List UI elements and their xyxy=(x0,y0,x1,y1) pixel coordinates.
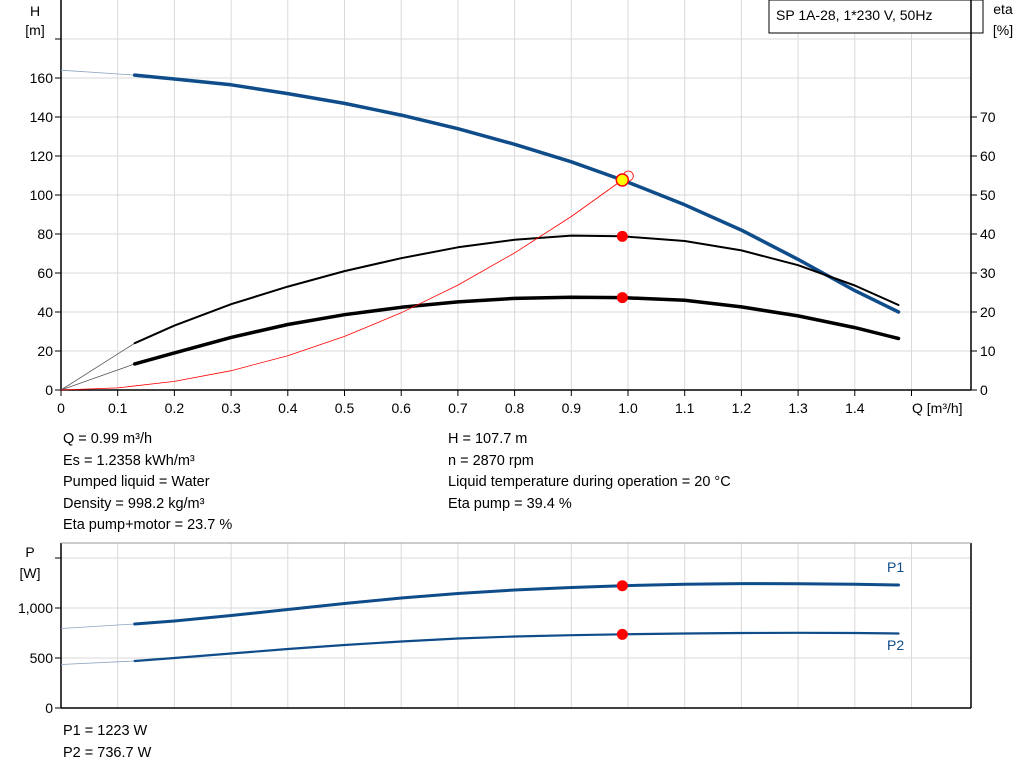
bottom-grid xyxy=(61,543,971,708)
bottom-axes: 0 500 1,000 xyxy=(18,542,972,716)
readout-liquid: Pumped liquid = Water xyxy=(63,474,210,490)
y-tick-label: 100 xyxy=(30,187,54,203)
y-tick-label: 120 xyxy=(30,148,54,164)
x-tick-label: 0.6 xyxy=(391,400,411,416)
y-axis-unit-p: [W] xyxy=(20,565,41,581)
top-grid xyxy=(61,0,971,390)
readout-es: Es = 1.2358 kWh/m³ xyxy=(63,452,195,469)
P1-extrapolated-line xyxy=(60,623,135,629)
p1-marker xyxy=(616,580,628,592)
system_curve-line xyxy=(60,179,623,391)
y-axis-label-h: H xyxy=(30,3,40,19)
y2-tick-label: 10 xyxy=(980,343,996,359)
x-tick-label: 0.8 xyxy=(505,400,525,416)
x-tick-label: 0.2 xyxy=(165,400,185,416)
power-readout: P1 = 1223 W P2 = 736.7 W xyxy=(63,721,151,764)
chart-title: SP 1A-28, 1*230 V, 50Hz xyxy=(776,7,932,23)
x-tick-label: 0 xyxy=(57,400,65,416)
y-tick-label: 80 xyxy=(37,226,53,242)
y-tick-label: 160 xyxy=(30,70,54,86)
eta_pump_motor-extrapolated-line xyxy=(60,363,135,391)
eta_pump-line xyxy=(133,234,900,345)
y-tick-label: 20 xyxy=(37,343,53,359)
readout-eta-pump: Eta pump = 39.4 % xyxy=(448,495,572,512)
eta-pump-marker xyxy=(616,230,628,242)
y2-axis-unit-eta: [%] xyxy=(993,22,1013,38)
x-tick-label: 1.4 xyxy=(845,400,865,416)
y2-tick-label: 50 xyxy=(980,187,996,203)
readout-temp: Liquid temperature during operation = 20… xyxy=(448,474,731,490)
y-tick-label: 40 xyxy=(37,304,53,320)
x-tick-label: 1.3 xyxy=(788,400,808,416)
eta_pump_motor-line xyxy=(132,295,901,366)
top-axes: 0 0.1 0.2 0.3 0.4 0.5 0.6 0.7 0.8 0.9 1.0 1.1 1.2 1.3… xyxy=(30,0,996,416)
readout-right: H = 107.7 m n = 2870 rpm Liquid temperat… xyxy=(448,429,731,515)
readout-eta-pump-motor: Eta pump+motor = 23.7 % xyxy=(63,517,233,533)
x-tick-label: 0.4 xyxy=(278,400,298,416)
P2-extrapolated-line xyxy=(60,660,135,665)
y2-tick-label: 30 xyxy=(980,265,996,281)
y2-tick-label: 0 xyxy=(980,382,988,398)
y-tick-label: 0 xyxy=(45,382,53,398)
top-curves xyxy=(60,69,901,391)
y-axis-label-p: P xyxy=(25,544,34,560)
x-tick-label: 0.9 xyxy=(562,400,582,416)
eta-pump-motor-marker xyxy=(616,292,628,304)
readout-q: Q = 0.99 m³/h xyxy=(63,431,153,447)
readout-h: H = 107.7 m xyxy=(448,431,528,447)
x-tick-label: 1.1 xyxy=(675,400,695,416)
x-tick-label: 0.7 xyxy=(448,400,468,416)
x-tick-label: 0.5 xyxy=(335,400,355,416)
readout-p1: P1 = 1223 W xyxy=(63,723,148,739)
p2-marker xyxy=(616,628,628,640)
duty-point-marker xyxy=(615,173,630,187)
title-box xyxy=(768,0,984,34)
bottom-curves xyxy=(60,580,900,665)
legend-p2: P2 xyxy=(887,637,904,653)
y2-tick-label: 70 xyxy=(980,109,996,125)
y2-tick-label: 60 xyxy=(980,148,996,164)
y-tick-label: 0 xyxy=(45,700,53,716)
x-tick-label: 0.1 xyxy=(108,400,128,416)
y-tick-label: 1,000 xyxy=(18,600,53,616)
y2-tick-label: 40 xyxy=(980,226,996,242)
y2-axis-label-eta: eta xyxy=(993,1,1013,17)
y2-tick-label: 20 xyxy=(980,304,996,320)
eta_pump-extrapolated-line xyxy=(60,342,135,391)
y-tick-label: 500 xyxy=(30,650,54,666)
P2-line xyxy=(133,631,900,663)
H-line xyxy=(132,73,901,314)
readout-left: Q = 0.99 m³/h Es = 1.2358 kWh/m³ Pumped … xyxy=(63,429,232,537)
x-tick-label: 1.0 xyxy=(618,400,638,416)
y-tick-label: 140 xyxy=(30,109,54,125)
y-axis-unit-h: [m] xyxy=(25,22,44,38)
y-tick-label: 60 xyxy=(37,265,53,281)
readout-n: n = 2870 rpm xyxy=(448,452,534,469)
H-extrapolated-line xyxy=(60,69,135,76)
x-tick-label: 1.2 xyxy=(732,400,752,416)
P1-line xyxy=(133,582,900,626)
readout-p2: P2 = 736.7 W xyxy=(63,744,152,761)
readout-density: Density = 998.2 kg/m³ xyxy=(63,495,205,512)
legend-p1: P1 xyxy=(887,559,904,575)
x-axis-label: Q [m³/h] xyxy=(912,400,963,416)
x-tick-label: 0.3 xyxy=(221,400,241,416)
